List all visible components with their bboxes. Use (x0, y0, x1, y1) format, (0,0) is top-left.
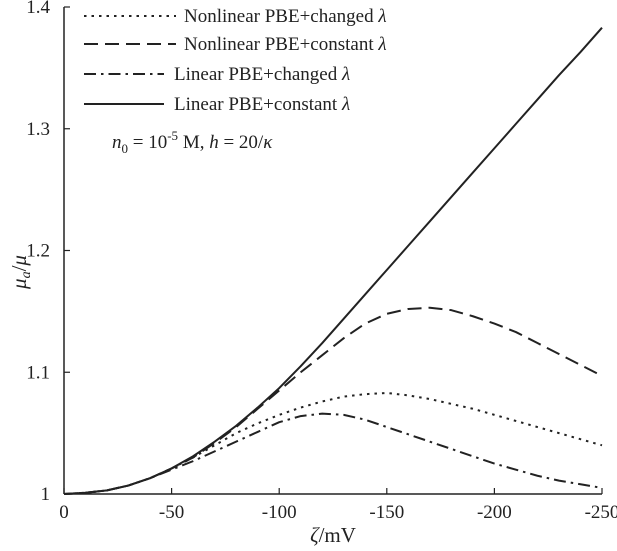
legend-label: Linear PBE+constant λ (174, 94, 350, 115)
legend-label: Linear PBE+changed λ (174, 64, 350, 85)
y-tick-label: 1.3 (26, 119, 50, 140)
y-axis-label: μa/μ (7, 255, 34, 290)
legend-label-text: Linear PBE+constant (174, 94, 342, 115)
annot-n-sub: 0 (122, 141, 129, 156)
legend-label-text: Nonlinear PBE+changed (184, 6, 378, 27)
series-layer (63, 27, 603, 495)
annot-kappa: κ (263, 132, 273, 153)
annot-eq: = 10 (128, 132, 167, 153)
y-label-slash: / (7, 265, 31, 271)
legend-label-text: Nonlinear PBE+constant (184, 34, 378, 55)
y-tick-label: 1 (41, 484, 51, 505)
legend-label-lambda: λ (341, 64, 350, 85)
series-line-dashdot (63, 412, 603, 495)
x-label-unit: /mV (319, 523, 356, 547)
x-tick-label: 0 (59, 502, 69, 523)
legend-label-lambda: λ (377, 34, 386, 55)
legend-label-lambda: λ (341, 94, 350, 115)
annot-n: n (112, 132, 122, 153)
legend-label-text: Linear PBE+changed (174, 64, 342, 85)
annotation: n0 = 10-5 M, h = 20/κ (112, 128, 273, 156)
x-tick-label: -100 (262, 502, 297, 523)
condition-annotation: n0 = 10-5 M, h = 20/κ (112, 128, 273, 156)
y-tick-label: 1.2 (26, 241, 50, 262)
series-line-solid (63, 27, 603, 495)
x-tick-label: -250 (585, 502, 617, 523)
series-line-dotted (63, 391, 603, 495)
annot-h: h (209, 132, 219, 153)
x-axis-label: ζ/mV (310, 523, 356, 547)
annot-unit: M, (178, 132, 209, 153)
series-line-dashed (63, 306, 603, 495)
y-label-mu2: μ (7, 255, 31, 267)
y-label-sub: a (19, 271, 34, 278)
annot-h-eq: = 20/ (219, 132, 264, 153)
legend-label: Nonlinear PBE+changed λ (184, 6, 387, 27)
annot-exp: -5 (167, 128, 178, 143)
x-tick-label: -200 (477, 502, 512, 523)
legend-label-lambda: λ (377, 6, 386, 27)
x-tick-label: -50 (159, 502, 184, 523)
y-tick-label: 1.4 (26, 0, 50, 18)
axis-labels: ζ/mV μa/μ (7, 255, 356, 547)
y-label-mu: μ (7, 278, 31, 290)
x-label-zeta: ζ (310, 523, 320, 547)
x-tick-label: -150 (369, 502, 404, 523)
legend-label: Nonlinear PBE+constant λ (184, 34, 387, 55)
y-tick-label: 1.1 (26, 362, 50, 383)
